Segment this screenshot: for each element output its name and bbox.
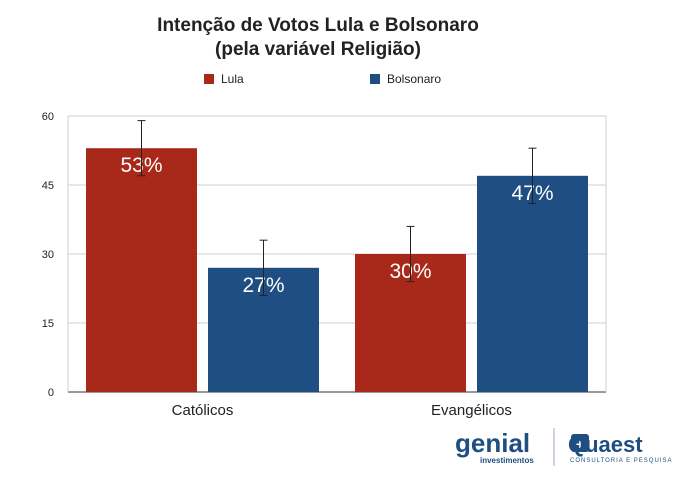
y-tick-label: 45 (42, 180, 54, 192)
y-tick-label: 30 (42, 249, 54, 261)
quaest-logo-cross: + (576, 436, 584, 452)
chart-title-line-1: Intenção de Votos Lula e Bolsonaro (157, 15, 479, 36)
y-tick-label: 15 (42, 318, 54, 330)
legend: Lula Bolsonaro (204, 72, 441, 86)
x-category-label: Católicos (172, 402, 234, 419)
x-axis: Católicos Evangélicos (172, 402, 512, 419)
x-category-label: Evangélicos (431, 402, 512, 419)
legend-swatch-bolsonaro (370, 74, 380, 84)
y-axis: 0 15 30 45 60 (42, 111, 54, 399)
genial-logo-sub: investimentos (480, 456, 534, 465)
bar-lula (86, 148, 197, 392)
legend-label-lula: Lula (221, 72, 244, 86)
bar-bolsonaro (477, 175, 588, 392)
y-tick-label: 0 (48, 387, 54, 399)
y-tick-label: 60 (42, 111, 54, 123)
legend-label-bolsonaro: Bolsonaro (387, 72, 441, 86)
genial-logo: genial investimentos (455, 428, 534, 465)
bars: 53%27%30%47% (86, 120, 588, 392)
genial-logo-name: genial (455, 428, 530, 458)
quaest-logo-mark (571, 434, 589, 452)
quaest-logo-name: Quaest (568, 432, 643, 457)
quaest-logo-sub: CONSULTORIA E PESQUISA (570, 458, 672, 464)
chart-title-line-2: (pela variável Religião) (215, 39, 421, 60)
quaest-logo: + Quaest CONSULTORIA E PESQUISA (568, 432, 672, 464)
legend-swatch-lula (204, 74, 214, 84)
